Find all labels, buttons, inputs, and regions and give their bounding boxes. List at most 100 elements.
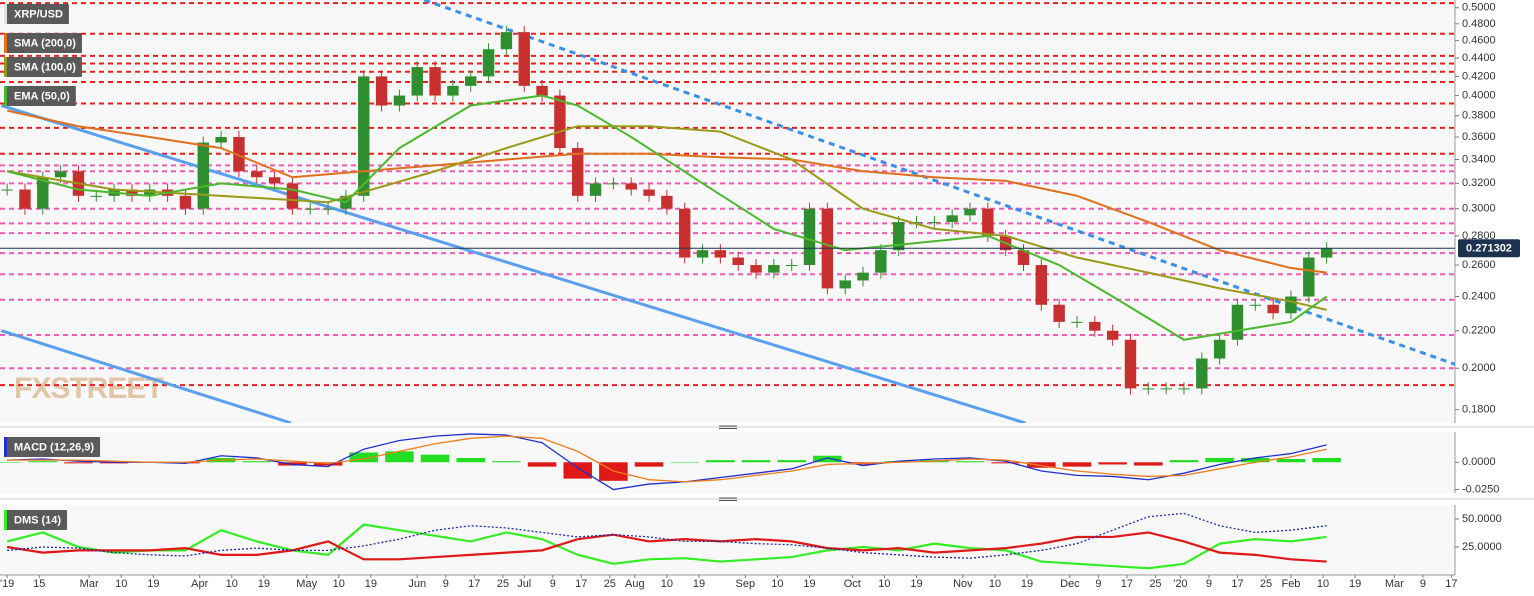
candle xyxy=(1249,304,1261,306)
y-tick-label: 50.0000 xyxy=(1462,513,1502,525)
candle xyxy=(732,257,744,266)
candle xyxy=(964,208,976,216)
candle xyxy=(144,189,156,196)
candle xyxy=(233,137,245,172)
x-tick-label: 10 xyxy=(771,578,783,590)
candle xyxy=(358,76,370,196)
histogram-bar xyxy=(1312,457,1341,463)
indicator-line xyxy=(6,523,1327,570)
x-tick-label: Mar xyxy=(80,578,99,590)
candle xyxy=(1106,330,1119,340)
panel: FXSTREET xyxy=(0,0,1455,423)
candle xyxy=(90,195,102,197)
legend-box xyxy=(4,510,68,530)
histogram-bar xyxy=(1134,462,1163,466)
histogram-bar xyxy=(242,461,272,463)
resize-handle[interactable] xyxy=(719,497,737,501)
y-tick-label: -0.0250 xyxy=(1462,483,1499,495)
legend-swatch xyxy=(4,86,7,106)
y-tick-label: 0.3800 xyxy=(1462,110,1496,122)
candle xyxy=(429,67,441,96)
y-tick-label: 0.4400 xyxy=(1462,52,1496,64)
x-tick-label: Nov xyxy=(953,578,973,590)
x-tick-label: Dec xyxy=(1060,578,1080,590)
x-tick-label: May xyxy=(296,578,317,590)
x-tick-label: 19 xyxy=(365,578,377,590)
histogram-bar xyxy=(1062,462,1092,467)
x-tick-label: 17 xyxy=(1445,578,1457,590)
candle xyxy=(875,250,887,273)
histogram-bar xyxy=(741,460,771,463)
x-tick-label: 9 xyxy=(1420,578,1426,590)
legend-swatch xyxy=(4,33,7,53)
x-tick-label: 25 xyxy=(497,578,509,590)
candle xyxy=(607,183,620,185)
watermark: FXSTREET xyxy=(14,372,163,405)
candle xyxy=(643,189,655,196)
candle xyxy=(482,49,495,77)
x-tick-label: 10 xyxy=(115,578,127,590)
histogram-bar xyxy=(1098,462,1127,465)
y-tick-label: 25.0000 xyxy=(1462,541,1502,553)
x-tick-label: 19 xyxy=(1021,578,1033,590)
candle xyxy=(982,208,994,236)
candle xyxy=(286,183,299,209)
x-tick-label: Jun xyxy=(408,578,426,590)
candle xyxy=(1231,304,1244,340)
candle xyxy=(54,171,67,178)
x-tick-label: Feb xyxy=(1281,578,1300,590)
candle xyxy=(1213,339,1226,359)
candle xyxy=(1071,321,1083,323)
indicator-line xyxy=(7,512,1327,559)
candle xyxy=(892,222,905,251)
candle xyxy=(179,195,192,209)
x-tick-label: Apr xyxy=(191,578,208,590)
x-tick-label: 17 xyxy=(575,578,587,590)
candle xyxy=(304,208,316,210)
candle xyxy=(393,95,406,106)
plot-area xyxy=(0,0,1455,423)
histogram-bar xyxy=(955,461,985,463)
candle xyxy=(714,250,727,258)
candle xyxy=(1267,304,1279,314)
histogram-bar xyxy=(777,460,806,463)
histogram-bar xyxy=(1241,457,1270,463)
histogram-bar xyxy=(670,462,699,463)
candle xyxy=(447,85,459,96)
candle xyxy=(1303,257,1315,297)
y-tick-label: 0.2200 xyxy=(1462,325,1496,337)
candle xyxy=(946,215,958,223)
x-tick-label: 17 xyxy=(1231,578,1243,590)
legend-box xyxy=(4,437,101,457)
x-tick-label: 19 xyxy=(803,578,815,590)
y-tick-label: 0.4200 xyxy=(1462,70,1496,82)
x-tick-label: 9 xyxy=(443,578,449,590)
x-tick-label: 25 xyxy=(1149,578,1161,590)
candle xyxy=(785,265,798,267)
x-tick-label: 10 xyxy=(226,578,238,590)
candle xyxy=(928,222,941,224)
candle xyxy=(554,95,566,149)
x-tick-label: 10 xyxy=(989,578,1001,590)
candle xyxy=(518,32,530,86)
legend-label: SMA (200,0) xyxy=(14,37,76,49)
x-tick-label: 25 xyxy=(604,578,616,590)
x-tick-label: Jul xyxy=(517,578,531,590)
legend-label: EMA (50,0) xyxy=(14,90,70,102)
y-tick-label: 0.1800 xyxy=(1462,404,1496,416)
legend-label: DMS (14) xyxy=(14,514,61,526)
y-tick-label: 0.3400 xyxy=(1462,153,1496,165)
x-tick-label: 25 xyxy=(1260,578,1272,590)
candle xyxy=(803,208,816,266)
x-tick-label: Aug xyxy=(625,578,645,590)
ma-line xyxy=(6,125,1327,311)
candle xyxy=(37,177,49,209)
panel xyxy=(0,433,1341,491)
candle xyxy=(768,265,780,273)
histogram-bar xyxy=(813,455,842,463)
x-tick-label: 9 xyxy=(1095,578,1101,590)
resize-handle[interactable] xyxy=(719,425,737,429)
indicator-line xyxy=(7,433,1327,491)
